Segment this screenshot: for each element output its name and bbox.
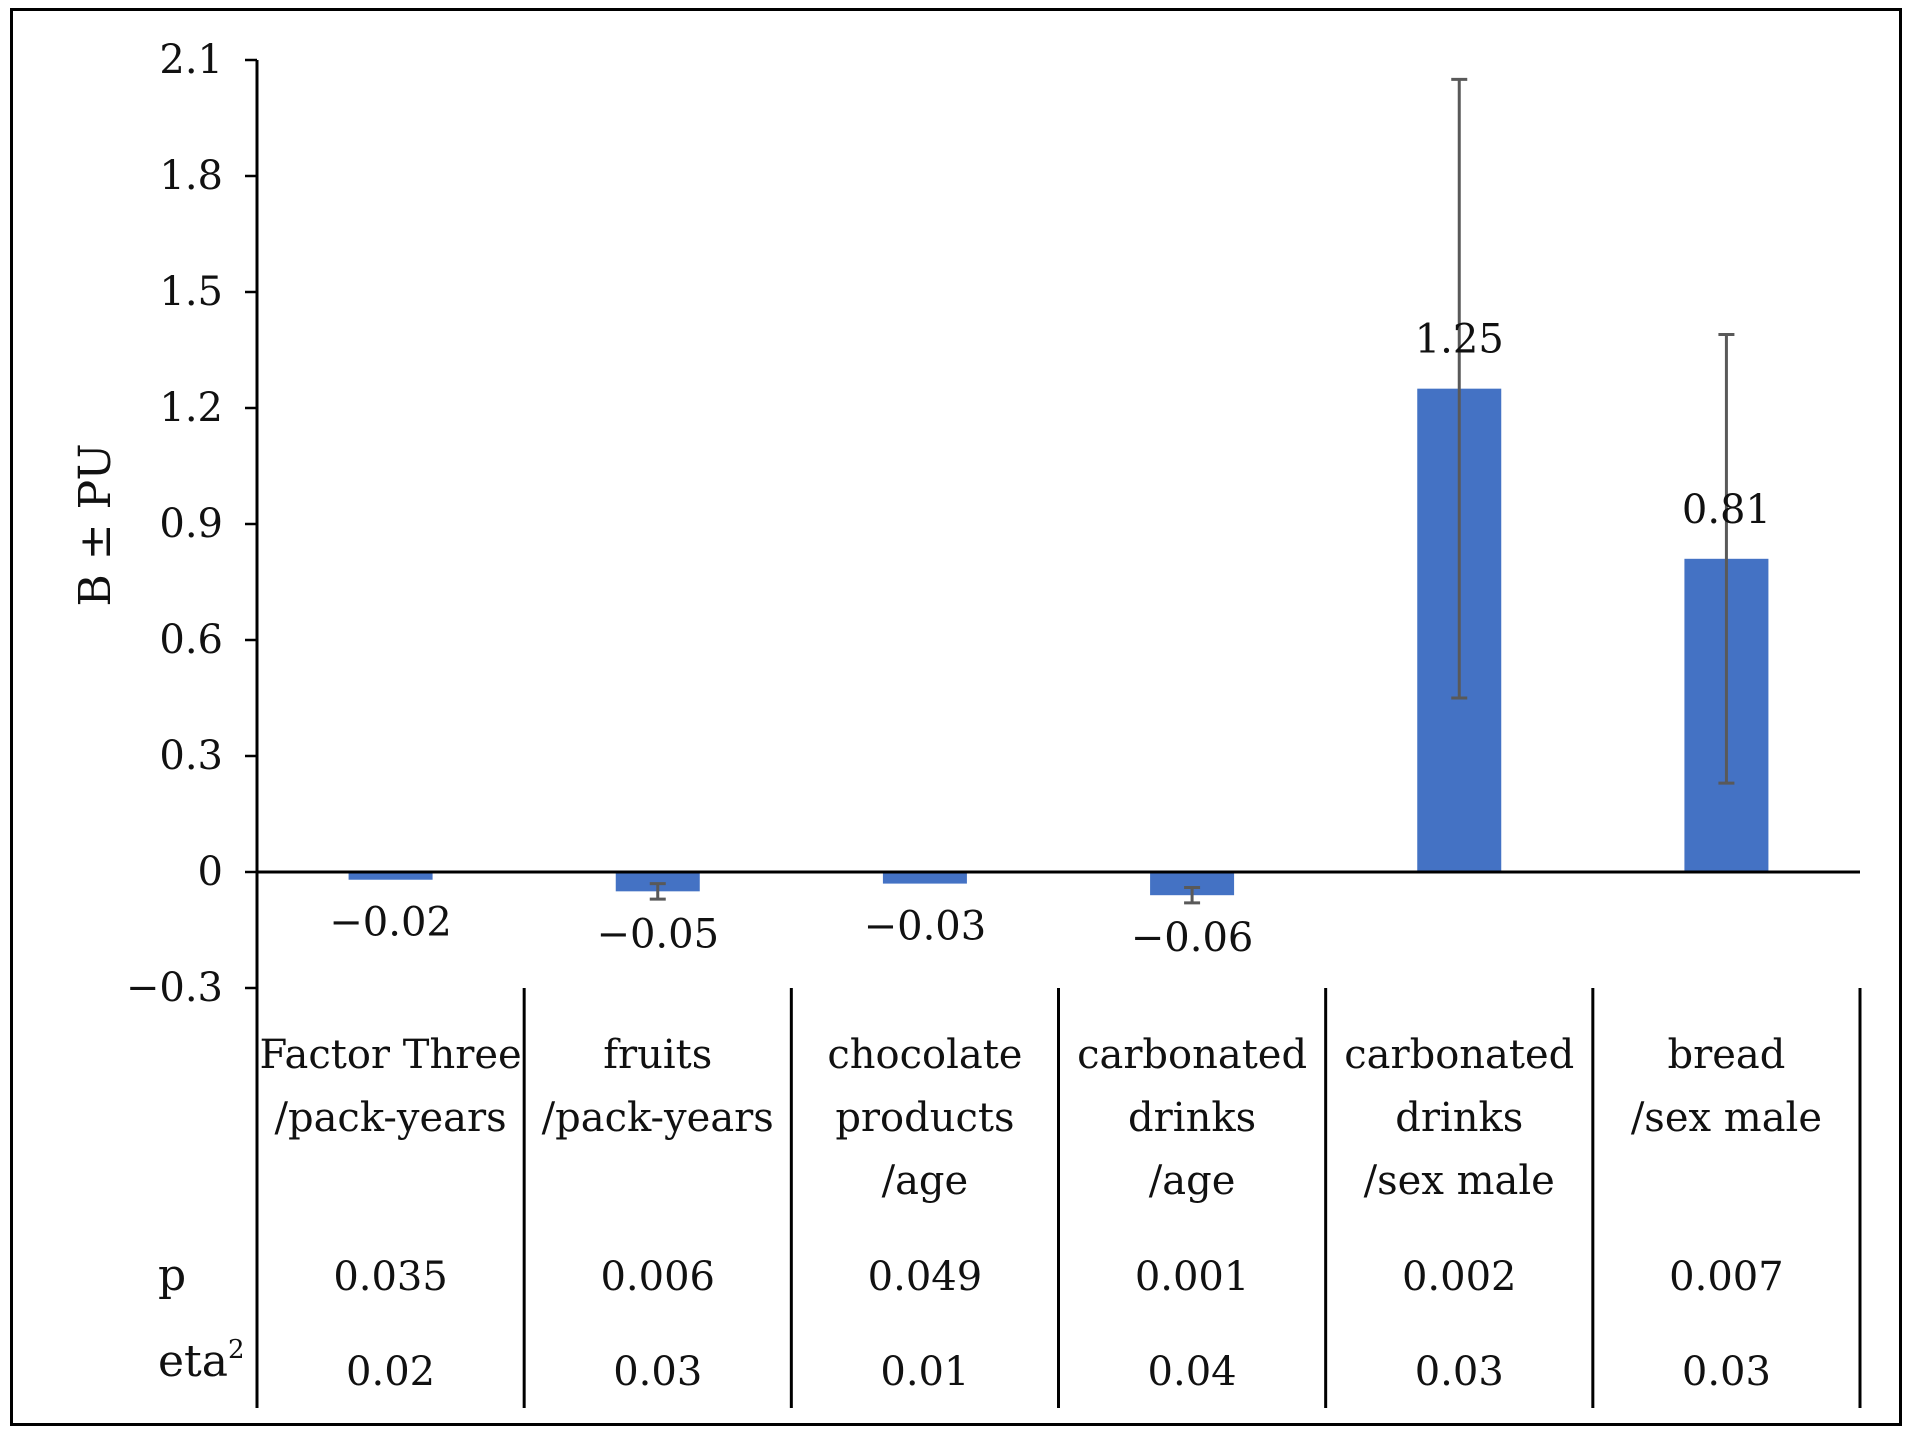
category-label: chocolate bbox=[827, 1032, 1022, 1078]
category-label: products bbox=[835, 1095, 1014, 1141]
data-label: −0.06 bbox=[1131, 915, 1254, 961]
data-label: −0.03 bbox=[864, 904, 987, 950]
y-tick-label: −0.3 bbox=[126, 965, 223, 1011]
eta-row-label: eta2 bbox=[158, 1335, 245, 1387]
p-value: 0.049 bbox=[868, 1254, 983, 1300]
p-value: 0.001 bbox=[1135, 1254, 1250, 1300]
category-label: drinks bbox=[1395, 1095, 1523, 1141]
bar bbox=[882, 872, 967, 884]
category-label: /sex male bbox=[1631, 1095, 1822, 1141]
data-label: −0.05 bbox=[596, 911, 719, 957]
category-label: /sex male bbox=[1364, 1158, 1555, 1204]
category-label: /pack-years bbox=[542, 1095, 774, 1141]
eta-value: 0.03 bbox=[1682, 1349, 1771, 1395]
p-value: 0.035 bbox=[333, 1254, 448, 1300]
p-value: 0.002 bbox=[1402, 1254, 1517, 1300]
data-label: 0.81 bbox=[1682, 487, 1771, 533]
category-label: carbonated bbox=[1077, 1032, 1307, 1078]
eta-row-label-sup: 2 bbox=[228, 1335, 245, 1365]
y-tick-label: 1.8 bbox=[159, 153, 223, 199]
category-label: /age bbox=[1149, 1158, 1236, 1204]
eta-value: 0.04 bbox=[1148, 1349, 1237, 1395]
y-tick-label: 1.2 bbox=[159, 385, 223, 431]
chart-frame bbox=[10, 8, 1902, 1426]
category-label: Factor Three bbox=[259, 1032, 521, 1078]
data-label: −0.02 bbox=[329, 900, 452, 946]
eta-row-label-text: eta bbox=[158, 1336, 228, 1387]
category-label: bread bbox=[1667, 1032, 1785, 1078]
data-label: 1.25 bbox=[1415, 317, 1504, 363]
eta-value: 0.02 bbox=[346, 1349, 435, 1395]
category-label: fruits bbox=[603, 1032, 712, 1078]
bar bbox=[348, 872, 433, 880]
p-value: 0.006 bbox=[600, 1254, 715, 1300]
y-tick-label: 0 bbox=[198, 849, 223, 895]
bar bbox=[1150, 872, 1235, 896]
y-tick-label: 0.3 bbox=[159, 733, 223, 779]
y-tick-label: 0.6 bbox=[159, 617, 223, 663]
category-label: /pack-years bbox=[275, 1095, 507, 1141]
eta-value: 0.03 bbox=[613, 1349, 702, 1395]
y-tick-label: 0.9 bbox=[159, 501, 223, 547]
eta-value: 0.01 bbox=[880, 1349, 969, 1395]
y-axis-title: B ± PU bbox=[70, 443, 121, 606]
eta-value: 0.03 bbox=[1415, 1349, 1504, 1395]
p-value: 0.007 bbox=[1669, 1254, 1784, 1300]
category-label: carbonated bbox=[1344, 1032, 1574, 1078]
y-tick-label: 1.5 bbox=[159, 269, 223, 315]
p-row-label: p bbox=[158, 1250, 186, 1301]
y-tick-label: 2.1 bbox=[159, 37, 223, 83]
category-label: drinks bbox=[1128, 1095, 1256, 1141]
category-label: /age bbox=[882, 1158, 969, 1204]
bar bbox=[615, 872, 700, 892]
